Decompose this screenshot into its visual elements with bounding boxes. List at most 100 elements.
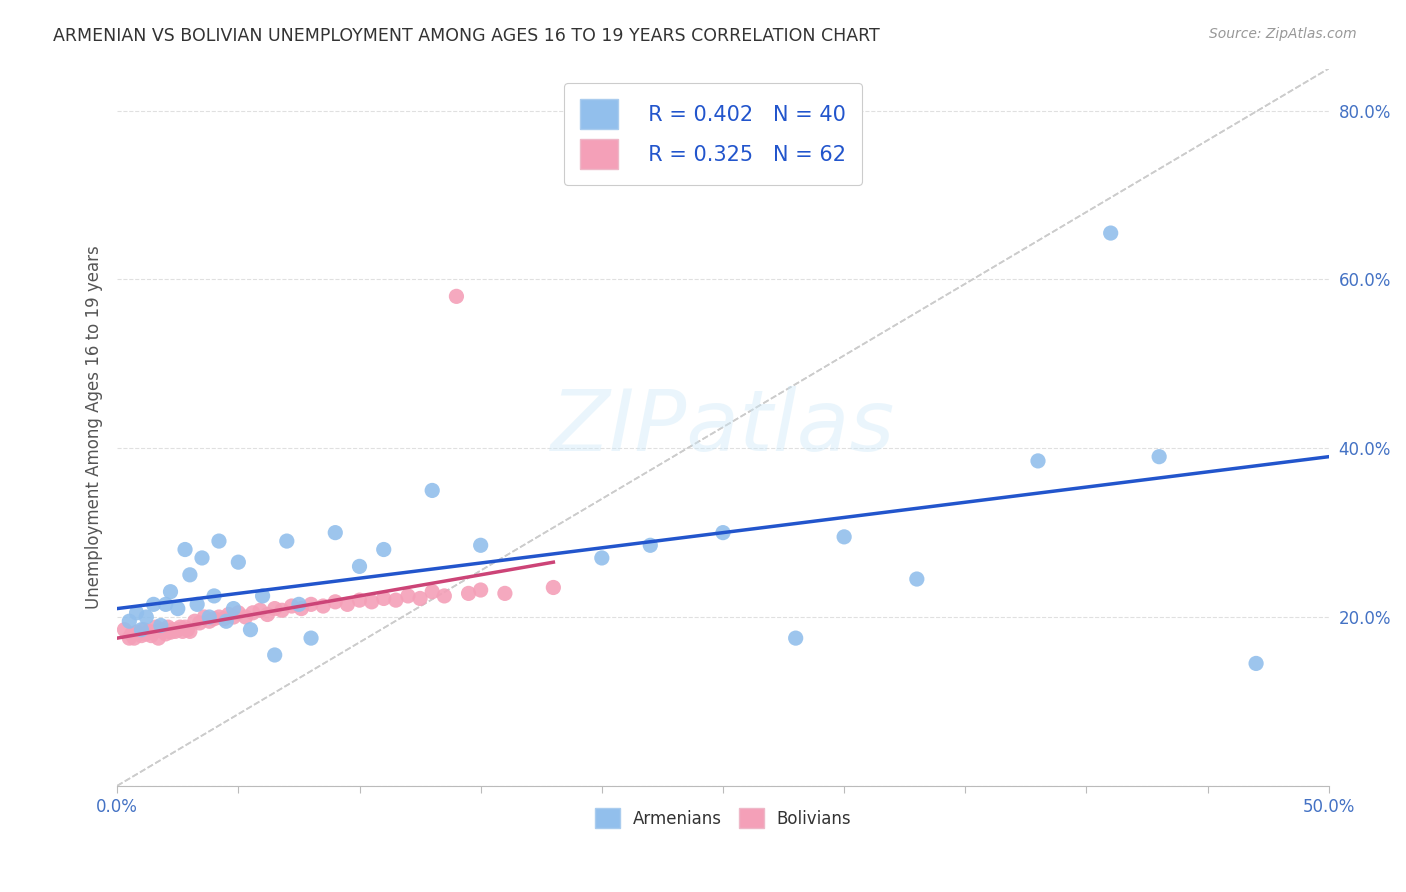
Point	[176, 623, 198, 637]
Point	[131, 629, 153, 643]
Point	[263, 601, 285, 615]
Point	[174, 620, 197, 634]
Point	[290, 601, 312, 615]
Point	[263, 648, 285, 662]
Point	[832, 530, 855, 544]
Point	[249, 603, 271, 617]
Point	[1026, 454, 1049, 468]
Point	[256, 607, 278, 622]
Point	[149, 618, 172, 632]
Point	[470, 538, 492, 552]
Point	[159, 584, 181, 599]
Point	[218, 607, 240, 622]
Point	[312, 599, 335, 613]
Text: Source: ZipAtlas.com: Source: ZipAtlas.com	[1209, 27, 1357, 41]
Point	[159, 625, 181, 640]
Point	[128, 627, 150, 641]
Point	[1147, 450, 1170, 464]
Point	[409, 591, 432, 606]
Point	[373, 591, 395, 606]
Point	[125, 606, 148, 620]
Point	[121, 627, 143, 641]
Point	[162, 623, 184, 637]
Point	[385, 593, 408, 607]
Point	[591, 551, 613, 566]
Point	[323, 595, 346, 609]
Text: ZIPatlas: ZIPatlas	[551, 385, 896, 468]
Text: ARMENIAN VS BOLIVIAN UNEMPLOYMENT AMONG AGES 16 TO 19 YEARS CORRELATION CHART: ARMENIAN VS BOLIVIAN UNEMPLOYMENT AMONG …	[53, 27, 880, 45]
Point	[373, 542, 395, 557]
Point	[235, 610, 257, 624]
Point	[640, 538, 662, 552]
Point	[276, 534, 298, 549]
Point	[420, 584, 443, 599]
Point	[336, 598, 359, 612]
Point	[420, 483, 443, 498]
Point	[135, 627, 157, 641]
Legend: Armenians, Bolivians: Armenians, Bolivians	[588, 801, 858, 835]
Point	[457, 586, 479, 600]
Point	[228, 555, 250, 569]
Point	[271, 603, 294, 617]
Point	[138, 624, 160, 639]
Point	[169, 620, 191, 634]
Point	[125, 625, 148, 640]
Point	[299, 631, 322, 645]
Point	[166, 623, 188, 637]
Point	[149, 623, 172, 637]
Point	[396, 589, 419, 603]
Point	[183, 614, 205, 628]
Point	[139, 629, 162, 643]
Point	[228, 606, 250, 620]
Point	[202, 612, 225, 626]
Point	[349, 559, 371, 574]
Point	[188, 615, 211, 630]
Point	[288, 598, 311, 612]
Point	[215, 614, 238, 628]
Point	[1099, 226, 1122, 240]
Point	[114, 623, 136, 637]
Point	[155, 627, 177, 641]
Point	[349, 593, 371, 607]
Point	[494, 586, 516, 600]
Point	[299, 598, 322, 612]
Point	[711, 525, 734, 540]
Point	[131, 623, 153, 637]
Point	[174, 542, 197, 557]
Point	[142, 625, 165, 640]
Point	[222, 610, 245, 624]
Point	[179, 567, 201, 582]
Point	[208, 534, 231, 549]
Point	[222, 601, 245, 615]
Y-axis label: Unemployment Among Ages 16 to 19 years: Unemployment Among Ages 16 to 19 years	[86, 245, 103, 609]
Point	[132, 623, 155, 637]
Point	[118, 614, 141, 628]
Point	[157, 620, 180, 634]
Point	[118, 631, 141, 645]
Point	[208, 610, 231, 624]
Point	[785, 631, 807, 645]
Point	[152, 624, 174, 639]
Point	[122, 631, 145, 645]
Point	[172, 624, 194, 639]
Point	[446, 289, 468, 303]
Point	[193, 610, 215, 624]
Point	[198, 610, 221, 624]
Point	[142, 598, 165, 612]
Point	[543, 581, 565, 595]
Point	[252, 589, 274, 603]
Point	[202, 589, 225, 603]
Point	[242, 606, 264, 620]
Point	[198, 614, 221, 628]
Point	[212, 612, 235, 626]
Point	[323, 525, 346, 540]
Point	[179, 624, 201, 639]
Point	[191, 551, 214, 566]
Point	[239, 623, 262, 637]
Point	[145, 620, 167, 634]
Point	[433, 589, 456, 603]
Point	[905, 572, 928, 586]
Point	[165, 624, 187, 639]
Point	[1244, 657, 1267, 671]
Point	[186, 598, 208, 612]
